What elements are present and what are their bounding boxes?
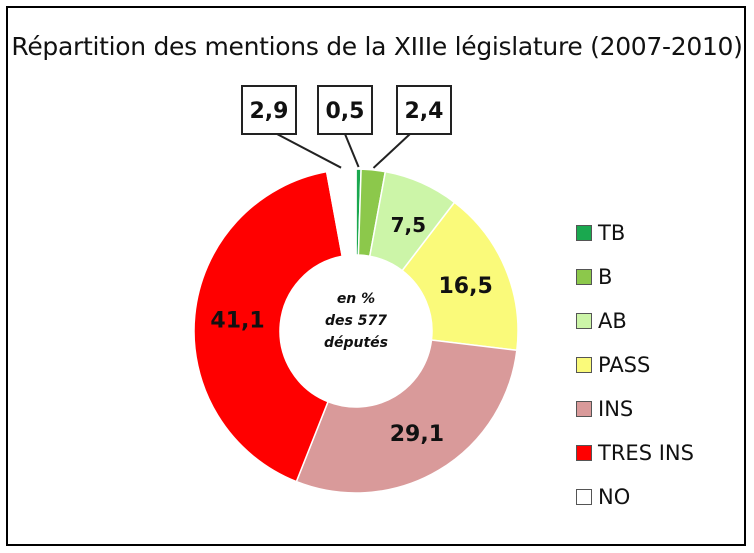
legend-swatch <box>576 225 592 241</box>
callout-box-b <box>396 85 452 135</box>
legend-label: INS <box>598 397 634 421</box>
legend-item-tres-ins: TRES INS <box>576 438 694 468</box>
legend-swatch <box>576 489 592 505</box>
legend-swatch <box>576 357 592 373</box>
chart-title: Répartition des mentions de la XIIIe lég… <box>11 32 743 61</box>
legend-swatch <box>576 313 592 329</box>
legend-item-ab: AB <box>576 306 627 336</box>
legend-item-pass: PASS <box>576 350 650 380</box>
slice-tres-ins <box>193 170 344 483</box>
legend-swatch <box>576 269 592 285</box>
legend-label: NO <box>598 485 631 509</box>
legend-swatch <box>576 445 592 461</box>
legend-swatch <box>576 401 592 417</box>
data-label-tres-ins: 41,1 <box>210 308 264 333</box>
slice-ins <box>295 339 518 494</box>
legend-label: AB <box>598 309 627 333</box>
legend-item-b: B <box>576 262 612 292</box>
leader-line-b <box>372 133 411 169</box>
slice-no <box>325 168 357 258</box>
data-label-tb: 0,5 <box>326 99 365 124</box>
legend-item-no: NO <box>576 482 630 512</box>
legend-label: PASS <box>598 353 651 377</box>
center-label-line: en % <box>337 291 375 307</box>
callout-box-no <box>241 85 297 135</box>
data-label-no: 2,9 <box>250 99 289 124</box>
center-label-line: députés <box>324 335 388 351</box>
leader-line-no <box>276 133 342 169</box>
data-label-b: 2,4 <box>405 99 444 124</box>
legend-item-tb: TB <box>576 218 625 248</box>
leader-line-tb <box>344 133 360 168</box>
slice-pass <box>401 201 519 352</box>
legend-item-ins: INS <box>576 394 633 424</box>
legend-label: TB <box>598 221 626 245</box>
data-label-ins: 29,1 <box>390 422 444 447</box>
legend-label: B <box>598 265 613 289</box>
data-label-pass: 16,5 <box>439 274 493 299</box>
center-label-line: des 577 <box>325 313 387 329</box>
data-label-ab: 7,5 <box>391 213 426 237</box>
legend-label: TRES INS <box>598 441 694 465</box>
callout-box-tb <box>317 85 373 135</box>
